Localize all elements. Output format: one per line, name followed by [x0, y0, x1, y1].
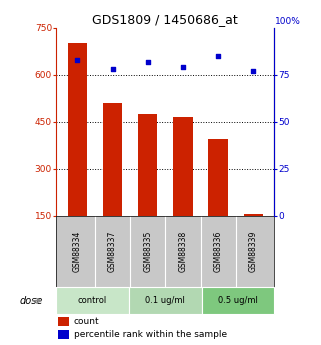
Point: [75, 57, 80, 62]
Point: [145, 59, 150, 64]
Bar: [173, 117, 193, 216]
Title: GDS1809 / 1450686_at: GDS1809 / 1450686_at: [92, 13, 238, 27]
Bar: [58, 317, 69, 326]
Point: [180, 65, 186, 70]
Bar: [244, 214, 263, 216]
Text: count: count: [74, 317, 99, 326]
Bar: [68, 43, 87, 216]
Bar: [129, 287, 202, 314]
Text: control: control: [78, 296, 107, 305]
Text: dose: dose: [19, 296, 42, 306]
Bar: [103, 103, 122, 216]
Text: 0.1 ug/ml: 0.1 ug/ml: [145, 296, 185, 305]
Bar: [58, 330, 69, 339]
Point: [110, 66, 115, 72]
Text: GSM88339: GSM88339: [249, 231, 258, 272]
Text: GSM88336: GSM88336: [213, 231, 223, 272]
Text: 0.5 ug/ml: 0.5 ug/ml: [218, 296, 258, 305]
Bar: [208, 139, 228, 216]
Text: percentile rank within the sample: percentile rank within the sample: [74, 330, 227, 339]
Text: GSM88335: GSM88335: [143, 231, 152, 272]
Bar: [138, 114, 157, 216]
Text: GSM88334: GSM88334: [73, 231, 82, 272]
Bar: [56, 287, 129, 314]
Text: GSM88337: GSM88337: [108, 231, 117, 272]
Bar: [202, 287, 274, 314]
Point: [251, 68, 256, 74]
Text: 100%: 100%: [274, 17, 300, 26]
Text: GSM88338: GSM88338: [178, 231, 187, 272]
Point: [216, 53, 221, 59]
